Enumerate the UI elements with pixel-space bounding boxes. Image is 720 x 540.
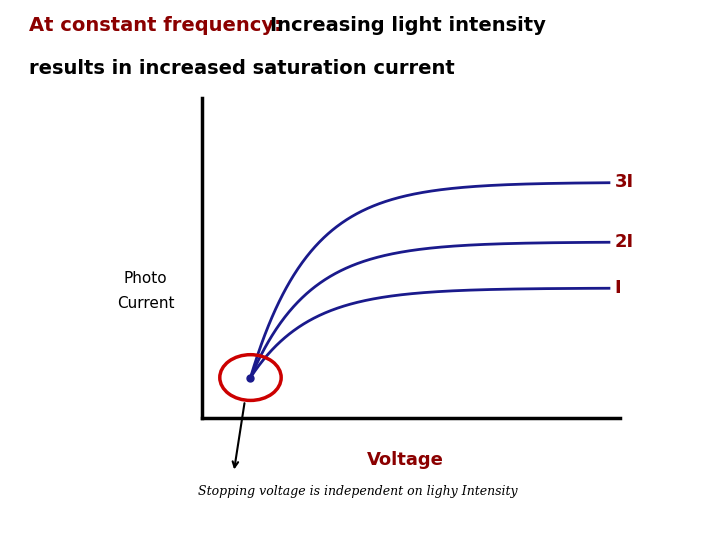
Text: 3I: 3I <box>615 173 634 191</box>
Text: Voltage: Voltage <box>366 451 444 469</box>
Text: Stopping voltage is independent on lighy Intensity: Stopping voltage is independent on lighy… <box>198 485 518 498</box>
Text: At constant frequency:: At constant frequency: <box>29 16 289 35</box>
Text: Photo: Photo <box>124 272 168 286</box>
Text: Increasing light intensity: Increasing light intensity <box>270 16 546 35</box>
Text: 2I: 2I <box>615 233 634 251</box>
Text: results in increased saturation current: results in increased saturation current <box>29 59 454 78</box>
Text: Current: Current <box>117 296 174 312</box>
Text: I: I <box>615 279 621 297</box>
